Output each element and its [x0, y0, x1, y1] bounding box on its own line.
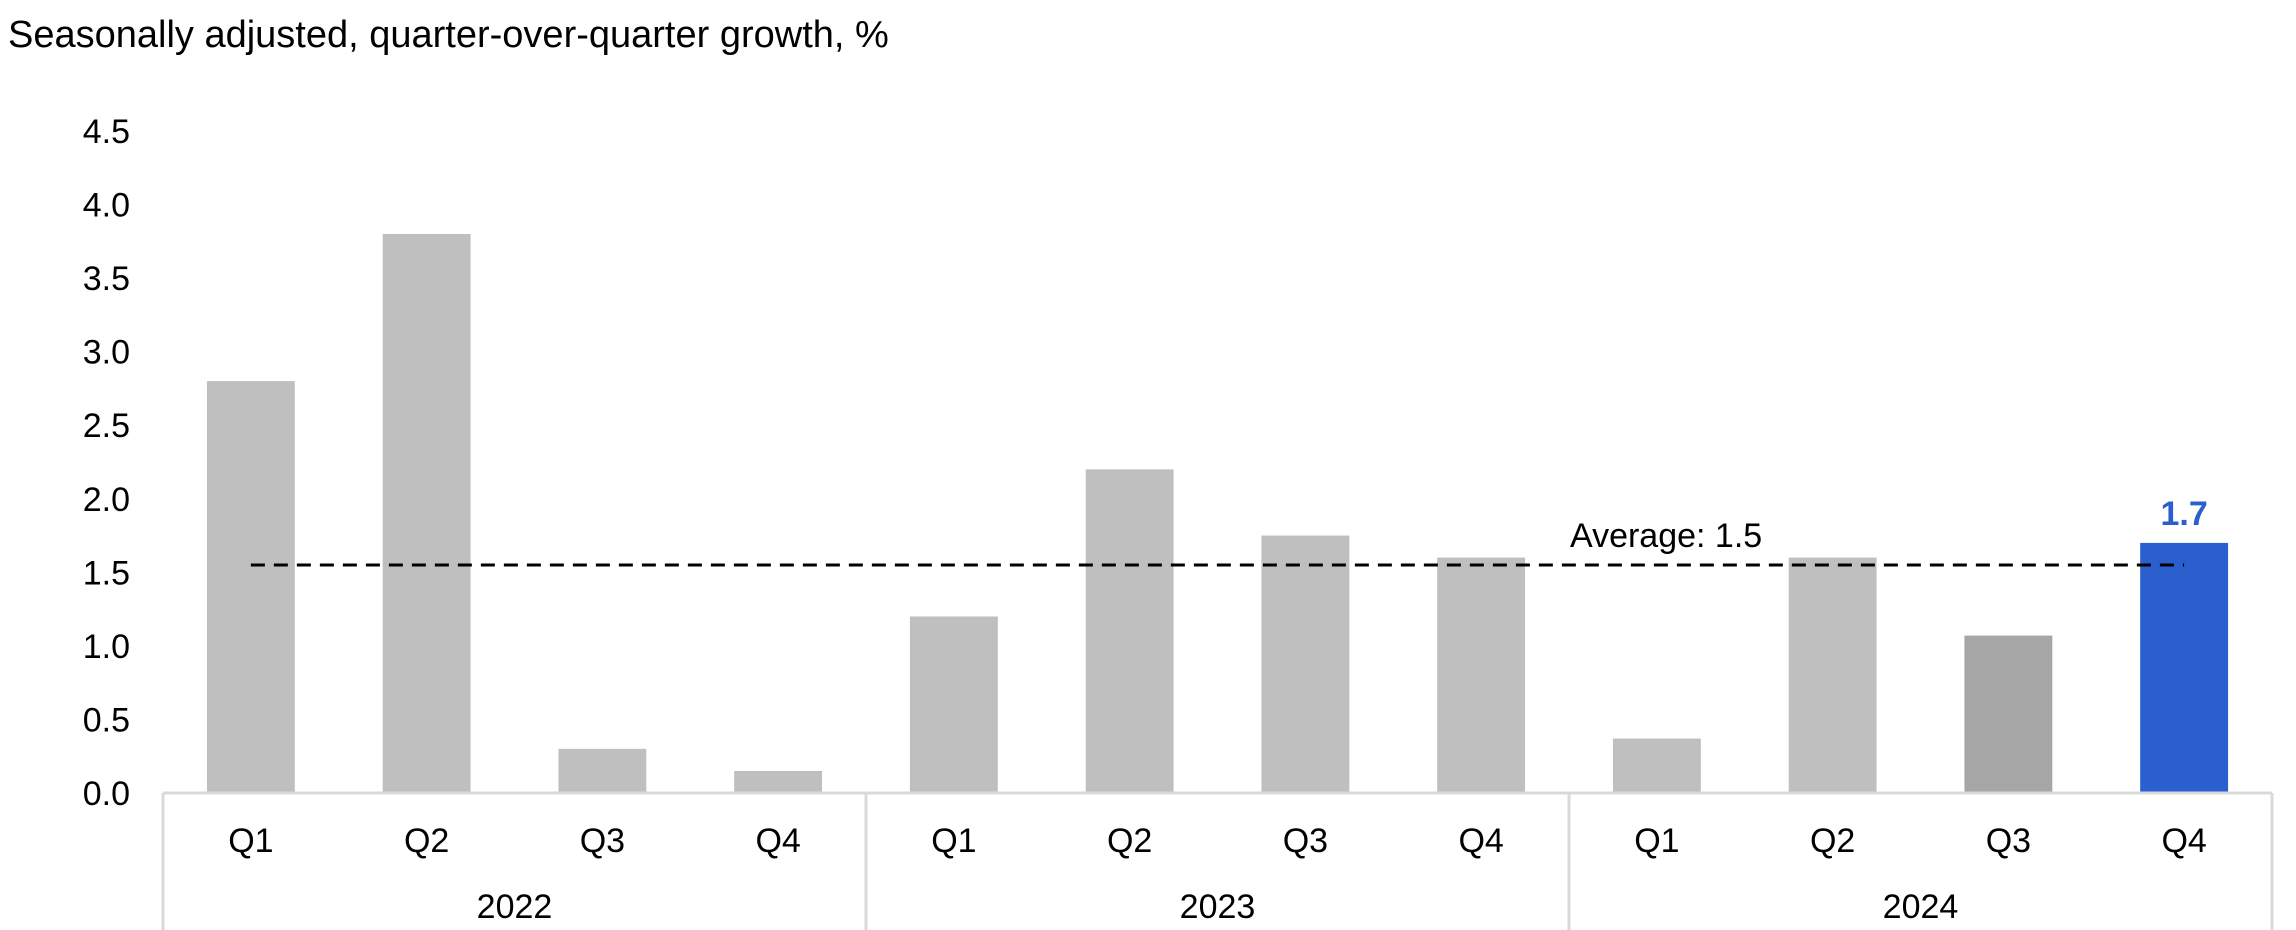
bars — [206, 233, 2229, 793]
bar — [382, 233, 471, 793]
average-line-group: Average: 1.5 — [250, 517, 2185, 567]
x-group-label: 2022 — [477, 888, 553, 926]
x-category-label: Q4 — [2161, 822, 2206, 860]
x-category-label: Q1 — [931, 822, 976, 860]
x-group-label: 2023 — [1180, 888, 1256, 926]
x-category-label: Q3 — [1986, 822, 2031, 860]
bar — [206, 381, 295, 793]
y-tick-label: 2.5 — [83, 407, 130, 445]
bar — [1437, 557, 1526, 793]
bar-data-label: 1.7 — [2160, 495, 2207, 533]
bar — [909, 616, 998, 793]
y-tick-label: 0.0 — [83, 775, 130, 813]
x-category-label: Q4 — [755, 822, 800, 860]
y-tick-label: 1.0 — [83, 628, 130, 666]
x-category-label: Q2 — [404, 822, 449, 860]
chart-title: Seasonally adjusted, quarter-over-quarte… — [8, 14, 889, 56]
bar — [558, 748, 647, 793]
x-category-label: Q1 — [1634, 822, 1679, 860]
y-tick-label: 3.5 — [83, 260, 130, 298]
y-tick-label: 2.0 — [83, 481, 130, 519]
x-category-label: Q2 — [1810, 822, 1855, 860]
data-labels: 1.7 — [2160, 495, 2207, 533]
y-tick-label: 4.5 — [83, 113, 130, 151]
x-category-label: Q3 — [580, 822, 625, 860]
bar — [1261, 535, 1350, 793]
average-label: Average: 1.5 — [1570, 517, 1762, 555]
bar — [1964, 635, 2053, 793]
y-tick-label: 3.0 — [83, 334, 130, 372]
y-axis: 0.0 0.5 1.0 1.5 2.0 2.5 3.0 3.5 4.0 4.5 — [83, 113, 130, 813]
x-category-label: Q4 — [1458, 822, 1503, 860]
bar — [1788, 557, 1877, 793]
x-category-label: Q1 — [228, 822, 273, 860]
bar — [2140, 542, 2229, 793]
x-axis: Q1 Q2 Q3 Q4 Q1 Q2 Q3 Q4 Q1 Q2 Q3 Q4 2022 2023 2024 — [161, 791, 2274, 930]
x-category-label: Q2 — [1107, 822, 1152, 860]
x-group-label: 2024 — [1883, 888, 1959, 926]
y-tick-label: 4.0 — [83, 187, 130, 225]
y-tick-label: 1.5 — [83, 554, 130, 592]
x-category-label: Q3 — [1283, 822, 1328, 860]
bar — [734, 770, 823, 793]
bar — [1612, 738, 1701, 793]
bar — [1085, 469, 1174, 793]
y-tick-label: 0.5 — [83, 701, 130, 739]
